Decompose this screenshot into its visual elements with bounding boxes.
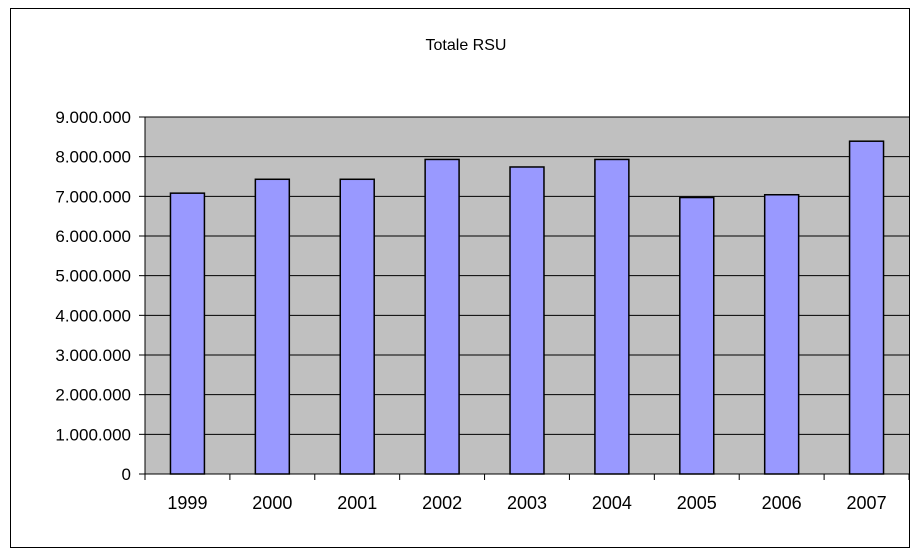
x-tick-label: 1999 <box>167 493 207 513</box>
x-tick-label: 2005 <box>677 493 717 513</box>
y-tick-label: 5.000.000 <box>55 267 131 286</box>
x-tick-labels: 1999 2000 2001 2002 2003 2004 2005 2006 2007 <box>167 493 886 513</box>
bar-2005 <box>679 196 715 475</box>
bar-2002 <box>424 158 460 475</box>
y-tick-label: 3.000.000 <box>55 346 131 365</box>
y-tick-labels: 0 1.000.000 2.000.000 3.000.000 4.000.000 5.0… <box>55 108 131 484</box>
x-tick-label: 2001 <box>337 493 377 513</box>
y-tick-label: 0 <box>122 465 131 484</box>
y-tick-label: 4.000.000 <box>55 306 131 325</box>
chart-title: Totale RSU <box>426 37 507 54</box>
x-tick-label: 2000 <box>252 493 292 513</box>
bar-2000 <box>254 178 291 475</box>
y-tick-label: 2.000.000 <box>55 386 131 405</box>
bar-2001 <box>339 178 375 475</box>
bar-2003 <box>509 166 545 475</box>
x-tick-label: 2003 <box>507 493 547 513</box>
bars <box>169 140 885 475</box>
x-tick-label: 2002 <box>422 493 462 513</box>
x-tick-label: 2006 <box>762 493 802 513</box>
y-tick-label: 8.000.000 <box>55 148 131 167</box>
bar-1999 <box>169 192 206 475</box>
x-tick-label: 2007 <box>847 493 887 513</box>
y-tick-label: 7.000.000 <box>55 187 131 206</box>
x-tick-label: 2004 <box>592 493 632 513</box>
y-tick-label: 9.000.000 <box>55 108 131 127</box>
y-tick-label: 1.000.000 <box>55 425 131 444</box>
axes <box>139 116 910 480</box>
y-tick-label: 6.000.000 <box>55 227 131 246</box>
bar-2007 <box>848 140 885 475</box>
bar-2006 <box>763 193 800 475</box>
bar-2004 <box>594 158 630 475</box>
